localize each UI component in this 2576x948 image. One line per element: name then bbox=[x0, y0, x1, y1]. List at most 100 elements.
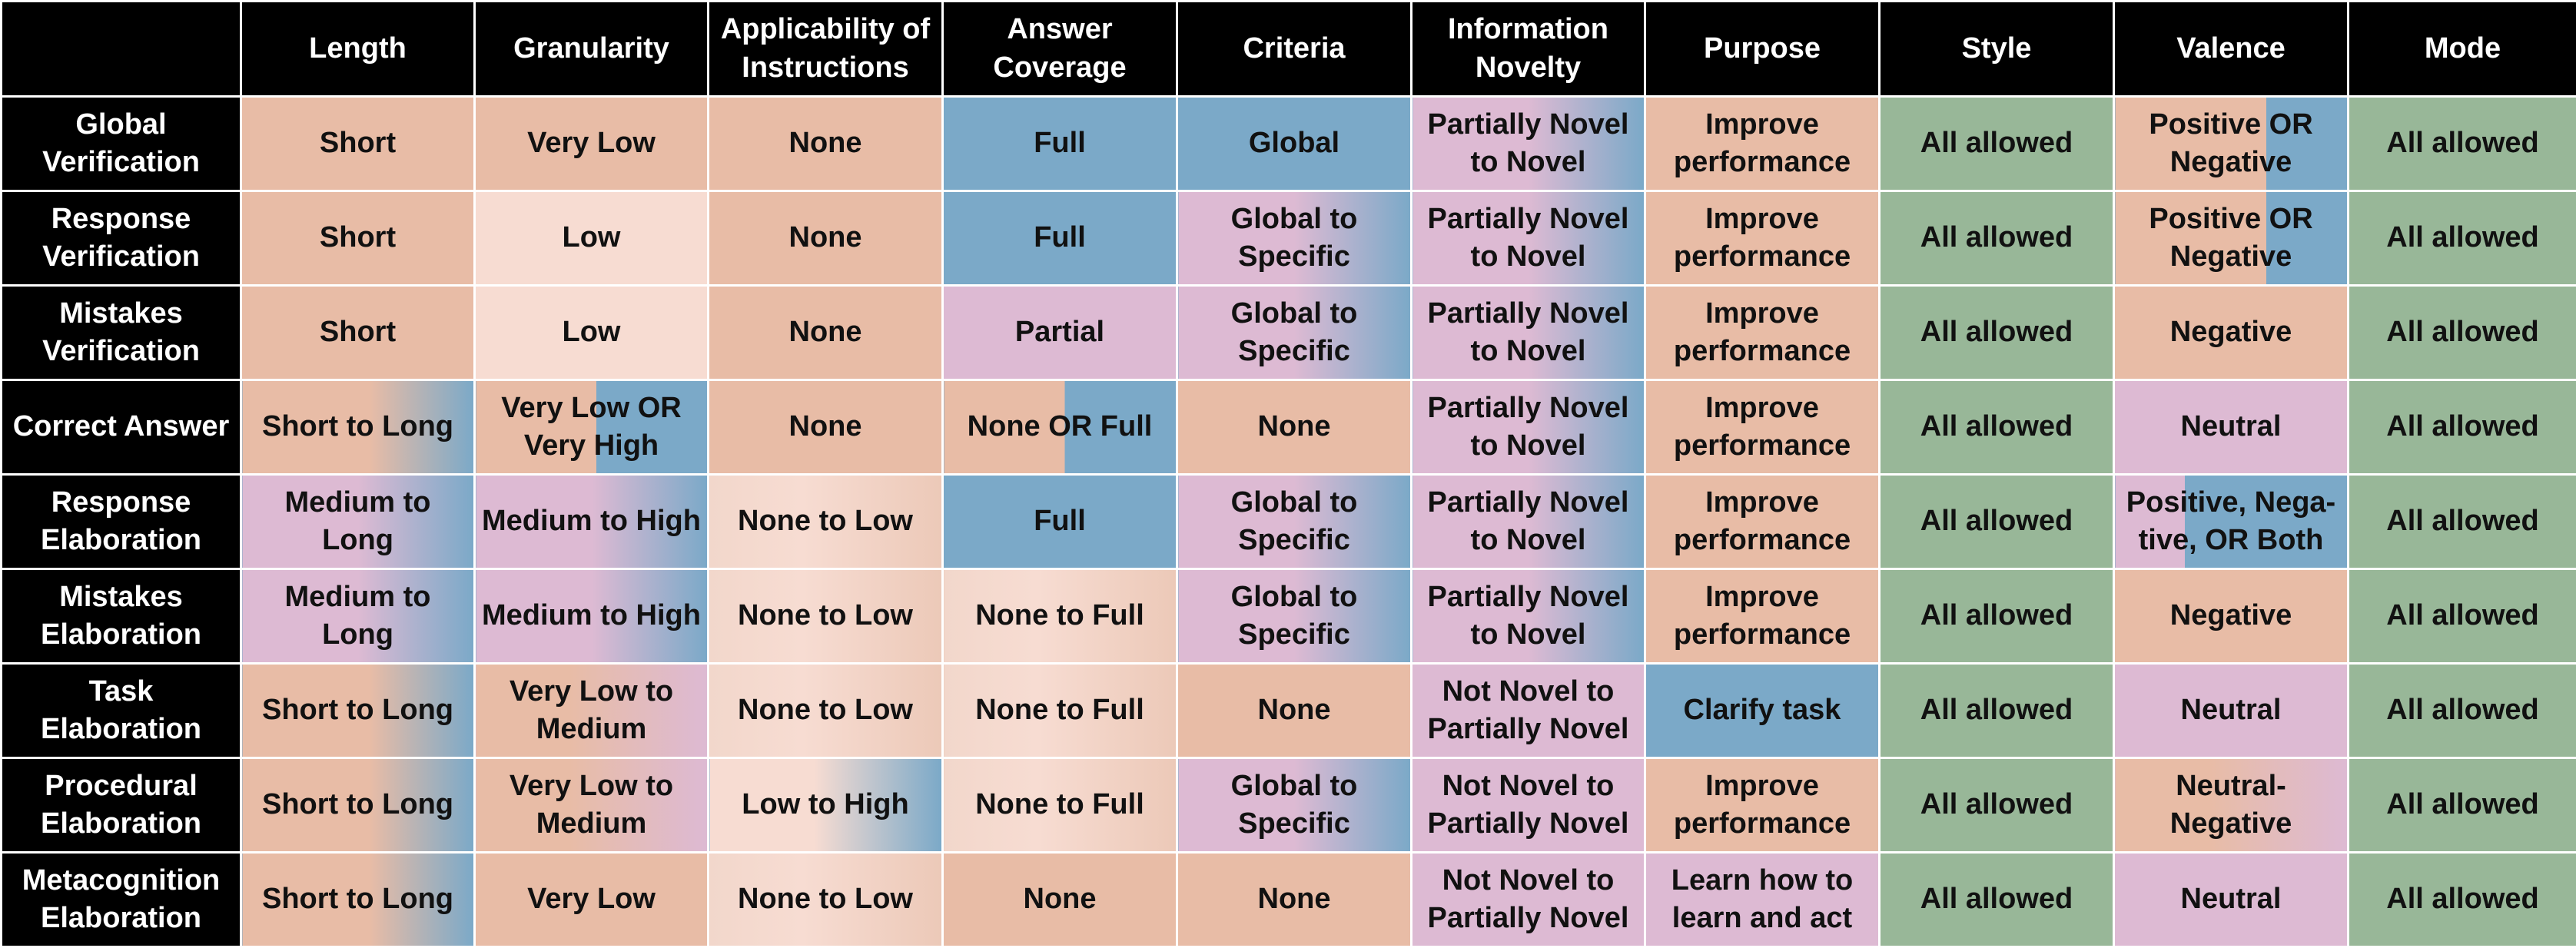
cell-style: All allowed bbox=[1880, 97, 2114, 191]
cell-criteria: Global to Specific bbox=[1177, 191, 1412, 286]
cell-length: Short to Long bbox=[241, 758, 475, 853]
cell-length: Short to Long bbox=[241, 853, 475, 947]
row-response-verification: Response Verification Short Low None Ful… bbox=[2, 191, 2576, 286]
cell-mode: All allowed bbox=[2349, 286, 2576, 380]
cell-applicability: Low to High bbox=[709, 758, 943, 853]
header-row: Length Granularity Applicability of Inst… bbox=[2, 2, 2576, 97]
cell-applicability: None bbox=[709, 97, 943, 191]
cell-information-novelty: Not Novel to Partially Novel bbox=[1412, 664, 1645, 758]
cell-valence: Positive OR Negative bbox=[2114, 191, 2349, 286]
cell-purpose: Improve performance bbox=[1645, 286, 1880, 380]
row-label: Response Elaboration bbox=[2, 475, 241, 569]
cell-style: All allowed bbox=[1880, 758, 2114, 853]
cell-valence: Negative bbox=[2114, 286, 2349, 380]
cell-valence: Negative bbox=[2114, 569, 2349, 664]
cell-length: Short bbox=[241, 286, 475, 380]
cell-information-novelty: Partially Novel to Novel bbox=[1412, 569, 1645, 664]
row-label: Correct Answer bbox=[2, 380, 241, 475]
cell-criteria: None bbox=[1177, 853, 1412, 947]
header-style: Style bbox=[1880, 2, 2114, 97]
cell-answer-coverage: None to Full bbox=[943, 664, 1177, 758]
cell-criteria: Global to Specific bbox=[1177, 758, 1412, 853]
cell-valence: Positive OR Negative bbox=[2114, 97, 2349, 191]
cell-information-novelty: Partially Novel to Novel bbox=[1412, 191, 1645, 286]
row-correct-answer: Correct Answer Short to Long Very Low OR… bbox=[2, 380, 2576, 475]
cell-style: All allowed bbox=[1880, 380, 2114, 475]
cell-mode: All allowed bbox=[2349, 853, 2576, 947]
header-length: Length bbox=[241, 2, 475, 97]
cell-granularity: Very Low OR Very High bbox=[475, 380, 709, 475]
row-label: Response Verification bbox=[2, 191, 241, 286]
cell-applicability: None to Low bbox=[709, 475, 943, 569]
cell-mode: All allowed bbox=[2349, 569, 2576, 664]
row-mistakes-verification: Mistakes Verification Short Low None Par… bbox=[2, 286, 2576, 380]
cell-answer-coverage: Full bbox=[943, 97, 1177, 191]
row-global-verification: Global Verification Short Very Low None … bbox=[2, 97, 2576, 191]
cell-granularity: Medium to High bbox=[475, 569, 709, 664]
cell-criteria: Global to Specific bbox=[1177, 286, 1412, 380]
cell-style: All allowed bbox=[1880, 286, 2114, 380]
cell-answer-coverage: None to Full bbox=[943, 758, 1177, 853]
cell-granularity: Very Low bbox=[475, 97, 709, 191]
header-answer-coverage: Answer Coverage bbox=[943, 2, 1177, 97]
cell-mode: All allowed bbox=[2349, 475, 2576, 569]
row-label: Mistakes Verification bbox=[2, 286, 241, 380]
cell-mode: All allowed bbox=[2349, 191, 2576, 286]
row-label: Task Elaboration bbox=[2, 664, 241, 758]
cell-style: All allowed bbox=[1880, 475, 2114, 569]
header-granularity: Granularity bbox=[475, 2, 709, 97]
cell-answer-coverage: Full bbox=[943, 191, 1177, 286]
cell-applicability: None bbox=[709, 286, 943, 380]
cell-length: Short bbox=[241, 191, 475, 286]
row-label: Mistakes Elaboration bbox=[2, 569, 241, 664]
cell-purpose: Learn how to learn and act bbox=[1645, 853, 1880, 947]
row-procedural-elaboration: Procedural Elaboration Short to Long Ver… bbox=[2, 758, 2576, 853]
cell-purpose: Improve performance bbox=[1645, 380, 1880, 475]
cell-answer-coverage: None bbox=[943, 853, 1177, 947]
cell-granularity: Very Low to Medium bbox=[475, 758, 709, 853]
header-criteria: Criteria bbox=[1177, 2, 1412, 97]
cell-purpose: Clarify task bbox=[1645, 664, 1880, 758]
cell-length: Short to Long bbox=[241, 664, 475, 758]
cell-criteria: Global to Specific bbox=[1177, 475, 1412, 569]
cell-information-novelty: Partially Novel to Novel bbox=[1412, 475, 1645, 569]
cell-purpose: Improve performance bbox=[1645, 569, 1880, 664]
cell-mode: All allowed bbox=[2349, 758, 2576, 853]
cell-criteria: None bbox=[1177, 664, 1412, 758]
cell-answer-coverage: None to Full bbox=[943, 569, 1177, 664]
cell-style: All allowed bbox=[1880, 569, 2114, 664]
cell-granularity: Very Low to Medium bbox=[475, 664, 709, 758]
cell-applicability: None to Low bbox=[709, 853, 943, 947]
row-mistakes-elaboration: Mistakes Elaboration Medium to Long Medi… bbox=[2, 569, 2576, 664]
cell-granularity: Medium to High bbox=[475, 475, 709, 569]
row-metacognition-elaboration: Metacognition Elaboration Short to Long … bbox=[2, 853, 2576, 947]
cell-information-novelty: Partially Novel to Novel bbox=[1412, 380, 1645, 475]
cell-length: Medium to Long bbox=[241, 475, 475, 569]
cell-granularity: Low bbox=[475, 286, 709, 380]
header-mode: Mode bbox=[2349, 2, 2576, 97]
cell-length: Short to Long bbox=[241, 380, 475, 475]
cell-valence: Neutral bbox=[2114, 664, 2349, 758]
cell-mode: All allowed bbox=[2349, 664, 2576, 758]
cell-information-novelty: Partially Novel to Novel bbox=[1412, 97, 1645, 191]
corner-cell bbox=[2, 2, 241, 97]
cell-purpose: Improve performance bbox=[1645, 97, 1880, 191]
cell-valence: Neutral bbox=[2114, 853, 2349, 947]
header-applicability-of-instructions: Applicability of Instructions bbox=[709, 2, 943, 97]
cell-applicability: None bbox=[709, 191, 943, 286]
cell-purpose: Improve performance bbox=[1645, 758, 1880, 853]
cell-criteria: Global to Specific bbox=[1177, 569, 1412, 664]
header-valence: Valence bbox=[2114, 2, 2349, 97]
cell-criteria: Global bbox=[1177, 97, 1412, 191]
cell-mode: All allowed bbox=[2349, 97, 2576, 191]
cell-valence: Neutral bbox=[2114, 380, 2349, 475]
cell-length: Medium to Long bbox=[241, 569, 475, 664]
cell-applicability: None to Low bbox=[709, 569, 943, 664]
cell-mode: All allowed bbox=[2349, 380, 2576, 475]
cell-answer-coverage: None OR Full bbox=[943, 380, 1177, 475]
cell-length: Short bbox=[241, 97, 475, 191]
cell-style: All allowed bbox=[1880, 191, 2114, 286]
row-label: Metacognition Elaboration bbox=[2, 853, 241, 947]
cell-applicability: None bbox=[709, 380, 943, 475]
